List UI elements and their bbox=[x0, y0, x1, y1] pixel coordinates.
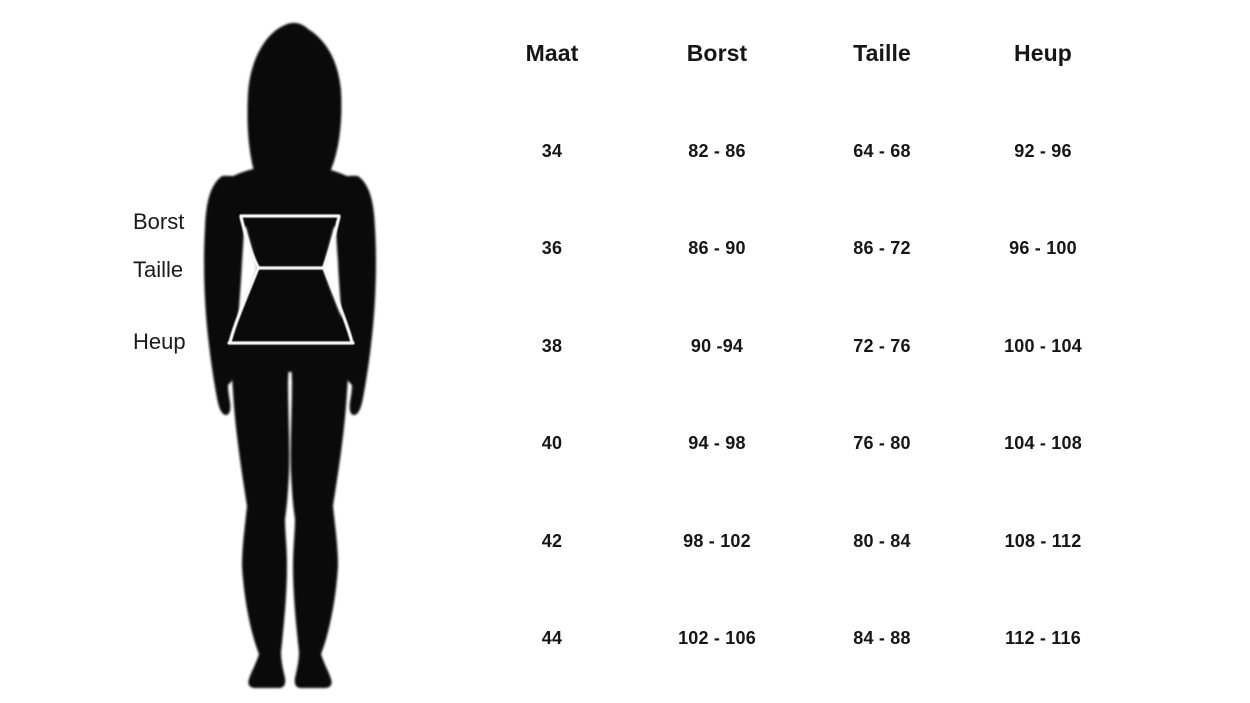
cell-borst-38: 90 -94 bbox=[690, 335, 744, 356]
cell-taille-38: 72 - 76 bbox=[853, 335, 911, 356]
cell-borst-40: 94 - 98 bbox=[688, 433, 746, 454]
cell-heup-36: 96 - 100 bbox=[1009, 238, 1077, 259]
measurement-lines bbox=[227, 214, 355, 345]
left-leg-shape bbox=[231, 352, 290, 688]
cell-heup-38: 100 - 104 bbox=[1004, 335, 1082, 356]
silhouette-shapes bbox=[204, 22, 376, 688]
cell-heup-44: 112 - 116 bbox=[1005, 628, 1081, 649]
waist-to-hip-left-line bbox=[228, 266, 260, 344]
cell-taille-34: 64 - 68 bbox=[853, 140, 911, 161]
right-arm-shape bbox=[328, 175, 376, 415]
bust-to-waist-left-line bbox=[239, 215, 260, 269]
right-leg-shape bbox=[290, 352, 349, 688]
cell-taille-42: 80 - 84 bbox=[853, 530, 911, 551]
waist-to-hip-right-line bbox=[322, 266, 354, 344]
header-maat: Maat bbox=[525, 40, 579, 67]
cell-taille-40: 76 - 80 bbox=[853, 433, 911, 454]
female-silhouette bbox=[204, 22, 376, 688]
cell-borst-44: 102 - 106 bbox=[678, 628, 756, 649]
cell-maat-42: 42 bbox=[541, 530, 563, 551]
cell-heup-34: 92 - 96 bbox=[1014, 140, 1072, 161]
left-arm-shape bbox=[204, 175, 252, 415]
body-measurement-diagram: Borst Taille Heup bbox=[0, 0, 470, 703]
size-chart-table: Maat Borst Taille Heup 34 82 - 86 64 - 6… bbox=[470, 5, 1122, 688]
label-borst: Borst bbox=[133, 209, 185, 234]
cell-maat-34: 34 bbox=[541, 140, 563, 161]
cell-borst-42: 98 - 102 bbox=[683, 530, 751, 551]
bust-to-waist-right-line bbox=[322, 215, 341, 269]
header-borst: Borst bbox=[686, 40, 748, 67]
cell-borst-34: 82 - 86 bbox=[688, 140, 746, 161]
cell-maat-44: 44 bbox=[541, 628, 563, 649]
label-heup: Heup bbox=[133, 329, 186, 354]
cell-taille-44: 84 - 88 bbox=[853, 628, 911, 649]
cell-maat-40: 40 bbox=[541, 433, 563, 454]
cell-borst-36: 86 - 90 bbox=[688, 238, 746, 259]
cell-taille-36: 86 - 72 bbox=[853, 238, 911, 259]
head-shape bbox=[247, 22, 342, 184]
cell-maat-36: 36 bbox=[541, 238, 563, 259]
torso-shape bbox=[211, 168, 369, 372]
cell-maat-38: 38 bbox=[541, 335, 563, 356]
header-heup: Heup bbox=[1014, 40, 1072, 67]
header-taille: Taille bbox=[853, 40, 911, 67]
label-taille: Taille bbox=[133, 257, 184, 282]
cell-heup-42: 108 - 112 bbox=[1004, 530, 1082, 551]
cell-heup-40: 104 - 108 bbox=[1004, 433, 1082, 454]
